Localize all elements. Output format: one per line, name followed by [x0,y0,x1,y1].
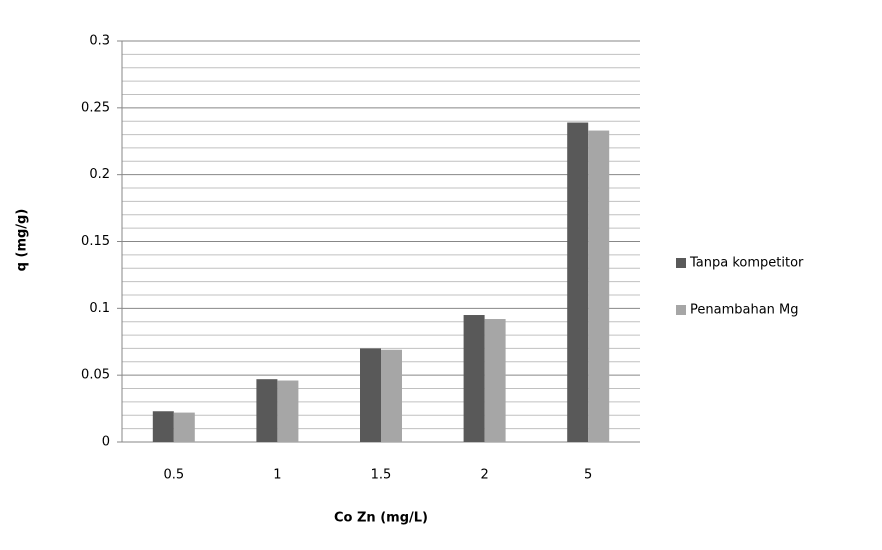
y-tick-label: 0.25 [81,100,110,115]
y-tick-label: 0.15 [81,234,110,249]
y-tick-label: 0.05 [81,368,110,383]
y-tick-label: 0 [102,435,110,450]
bar [173,412,195,442]
x-axis-title: Co Zn (mg/L) [334,511,428,526]
legend-swatch [676,305,686,315]
y-tick-label: 0.3 [89,34,110,49]
x-tick-label: 1 [273,468,281,483]
x-tick-label: 1.5 [371,468,392,483]
y-tick-label: 0.2 [89,167,110,182]
y-axis-title: q (mg/g) [15,209,30,272]
bar [152,411,174,442]
bar [463,315,485,442]
x-tick-label: 5 [584,468,592,483]
y-tick-label: 0.1 [89,301,110,316]
bar [484,319,506,442]
legend-swatch [676,258,686,268]
legend-label: Tanpa kompetitor [689,256,804,271]
bar [277,380,299,442]
x-tick-label: 2 [480,468,488,483]
bar [381,349,402,442]
bar [256,379,278,442]
bar [588,130,610,442]
bar [567,122,589,442]
x-tick-label: 0.5 [163,468,184,483]
legend-label: Penambahan Mg [690,303,799,318]
bar [360,348,381,442]
